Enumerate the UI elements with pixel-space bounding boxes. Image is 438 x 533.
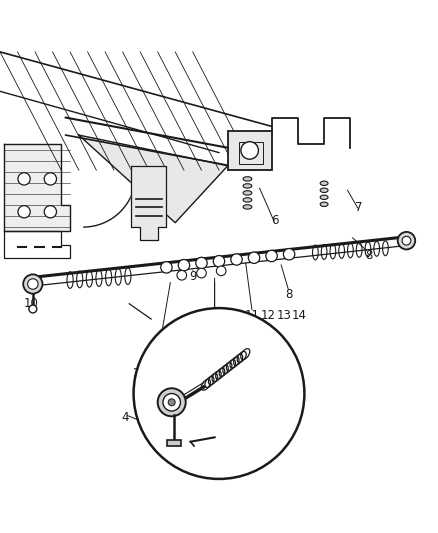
Text: 2: 2 <box>132 367 140 381</box>
Ellipse shape <box>243 184 252 188</box>
Polygon shape <box>4 144 70 231</box>
Ellipse shape <box>243 205 252 209</box>
Circle shape <box>29 305 37 313</box>
Circle shape <box>177 270 187 280</box>
Text: 3: 3 <box>185 384 192 397</box>
FancyBboxPatch shape <box>228 131 272 170</box>
Text: 7: 7 <box>355 201 363 214</box>
Circle shape <box>18 173 30 185</box>
Circle shape <box>161 262 172 273</box>
Circle shape <box>283 248 295 260</box>
Circle shape <box>402 236 411 245</box>
Circle shape <box>44 173 57 185</box>
Circle shape <box>398 232 415 249</box>
Ellipse shape <box>320 181 328 185</box>
Text: 8: 8 <box>211 330 218 343</box>
Circle shape <box>28 279 38 289</box>
Circle shape <box>196 257 207 269</box>
FancyBboxPatch shape <box>167 440 181 446</box>
Circle shape <box>213 255 225 267</box>
Text: 11: 11 <box>153 335 168 349</box>
Circle shape <box>18 206 30 218</box>
Circle shape <box>23 274 42 294</box>
Text: 13: 13 <box>276 309 291 322</box>
Polygon shape <box>79 135 228 223</box>
Circle shape <box>178 260 190 271</box>
Ellipse shape <box>320 195 328 199</box>
Circle shape <box>44 206 57 218</box>
Circle shape <box>197 268 206 278</box>
Polygon shape <box>131 166 166 240</box>
Circle shape <box>163 393 180 411</box>
Ellipse shape <box>243 177 252 181</box>
Circle shape <box>231 254 242 265</box>
Text: 4: 4 <box>121 411 129 424</box>
Text: 6: 6 <box>271 214 279 227</box>
Circle shape <box>134 308 304 479</box>
Circle shape <box>158 388 186 416</box>
Circle shape <box>168 399 175 406</box>
Text: 5: 5 <box>229 418 236 431</box>
Text: 12: 12 <box>261 309 276 322</box>
Text: 11: 11 <box>245 309 260 322</box>
Text: 1: 1 <box>257 328 265 341</box>
Text: 9: 9 <box>189 270 197 282</box>
Text: 14: 14 <box>292 309 307 322</box>
Ellipse shape <box>243 198 252 202</box>
Circle shape <box>248 252 260 263</box>
Text: 8: 8 <box>286 288 293 302</box>
Text: 10: 10 <box>24 297 39 310</box>
Ellipse shape <box>320 202 328 206</box>
Circle shape <box>266 251 277 262</box>
Text: 9: 9 <box>211 318 219 331</box>
Ellipse shape <box>243 191 252 195</box>
Text: 8: 8 <box>365 249 372 262</box>
Ellipse shape <box>320 188 328 192</box>
Circle shape <box>241 142 258 159</box>
Circle shape <box>216 266 226 276</box>
